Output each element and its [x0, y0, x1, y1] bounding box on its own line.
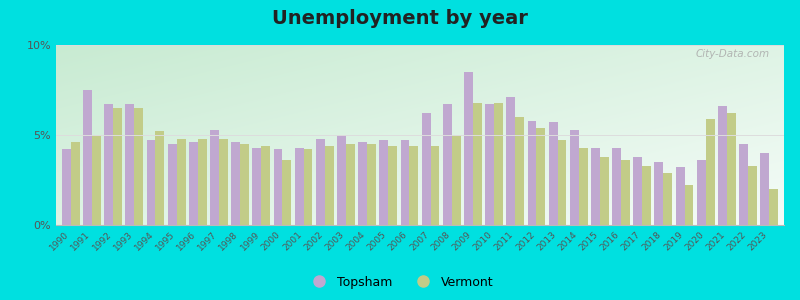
Bar [727, 113, 736, 225]
Bar [189, 142, 198, 225]
Bar [549, 122, 558, 225]
Bar [337, 135, 346, 225]
Bar [252, 148, 262, 225]
Bar [346, 144, 355, 225]
Bar [240, 144, 249, 225]
Bar [274, 149, 282, 225]
Bar [506, 97, 515, 225]
Bar [401, 140, 410, 225]
Bar [748, 166, 757, 225]
Bar [262, 146, 270, 225]
Bar [146, 140, 155, 225]
Bar [388, 146, 397, 225]
Bar [452, 135, 461, 225]
Bar [676, 167, 685, 225]
Bar [231, 142, 240, 225]
Bar [485, 104, 494, 225]
Bar [177, 139, 186, 225]
Bar [134, 108, 143, 225]
Bar [71, 142, 80, 225]
Bar [612, 148, 621, 225]
Bar [706, 119, 714, 225]
Bar [663, 173, 672, 225]
Text: Unemployment by year: Unemployment by year [272, 9, 528, 28]
Bar [316, 139, 325, 225]
Bar [367, 144, 376, 225]
Bar [515, 117, 524, 225]
Text: City-Data.com: City-Data.com [695, 49, 770, 58]
Bar [198, 139, 206, 225]
Bar [422, 113, 430, 225]
Bar [578, 148, 588, 225]
Bar [210, 130, 219, 225]
Bar [634, 157, 642, 225]
Bar [621, 160, 630, 225]
Bar [430, 146, 439, 225]
Bar [570, 130, 578, 225]
Bar [126, 104, 134, 225]
Bar [697, 160, 706, 225]
Bar [168, 144, 177, 225]
Bar [379, 140, 388, 225]
Bar [443, 104, 452, 225]
Bar [739, 144, 748, 225]
Bar [464, 72, 473, 225]
Bar [642, 166, 651, 225]
Bar [769, 189, 778, 225]
Bar [685, 185, 694, 225]
Bar [600, 157, 609, 225]
Bar [654, 162, 663, 225]
Bar [155, 131, 164, 225]
Legend: Topsham, Vermont: Topsham, Vermont [302, 271, 498, 294]
Bar [473, 103, 482, 225]
Bar [558, 140, 566, 225]
Bar [410, 146, 418, 225]
Bar [718, 106, 727, 225]
Bar [282, 160, 291, 225]
Bar [760, 153, 769, 225]
Bar [62, 149, 71, 225]
Bar [113, 108, 122, 225]
Bar [92, 135, 101, 225]
Bar [83, 90, 92, 225]
Bar [591, 148, 600, 225]
Bar [358, 142, 367, 225]
Bar [104, 104, 113, 225]
Bar [527, 121, 536, 225]
Bar [219, 139, 228, 225]
Bar [304, 149, 313, 225]
Bar [494, 103, 503, 225]
Bar [325, 146, 334, 225]
Bar [294, 148, 304, 225]
Bar [536, 128, 546, 225]
